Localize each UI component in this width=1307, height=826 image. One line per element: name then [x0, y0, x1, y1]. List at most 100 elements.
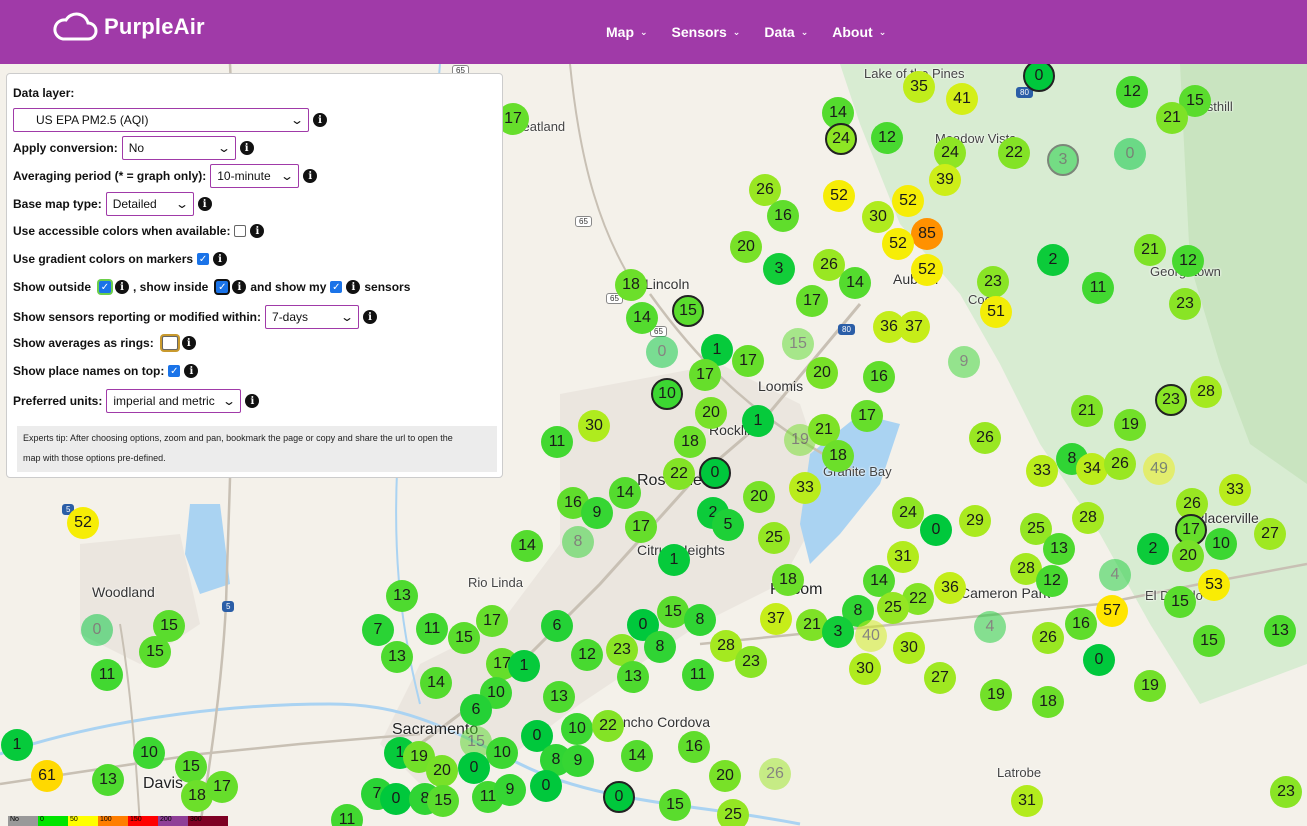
sensor-marker[interactable]: 19: [980, 679, 1012, 711]
sensor-marker[interactable]: 22: [663, 458, 695, 490]
sensor-marker[interactable]: 11: [91, 659, 123, 691]
nav-sensors[interactable]: Sensors ⌄: [672, 24, 741, 40]
averages-rings-checkbox[interactable]: [161, 336, 178, 350]
units-select[interactable]: imperial and metric ⌄: [106, 389, 242, 413]
sensor-marker[interactable]: 2: [1037, 244, 1069, 276]
sensor-marker[interactable]: 0: [380, 783, 412, 815]
sensor-marker[interactable]: 15: [657, 596, 689, 628]
sensor-marker[interactable]: 23: [606, 634, 638, 666]
sensor-marker[interactable]: 17: [732, 345, 764, 377]
sensor-marker[interactable]: 36: [934, 572, 966, 604]
sensor-marker[interactable]: 10: [133, 737, 165, 769]
sensor-marker[interactable]: 10: [1205, 528, 1237, 560]
sensor-marker[interactable]: 0: [1023, 64, 1055, 92]
sensor-marker[interactable]: 15: [427, 785, 459, 817]
sensor-marker[interactable]: 0: [530, 770, 562, 802]
sensor-marker[interactable]: 28: [1072, 502, 1104, 534]
sensor-marker[interactable]: 35: [903, 71, 935, 103]
sensor-marker[interactable]: 49: [1143, 453, 1175, 485]
sensor-marker[interactable]: 11: [331, 804, 363, 826]
sensor-marker[interactable]: 25: [877, 592, 909, 624]
sensor-marker[interactable]: 6: [541, 610, 573, 642]
sensor-marker[interactable]: 18: [674, 426, 706, 458]
sensor-marker[interactable]: 1: [742, 405, 774, 437]
sensor-marker[interactable]: 16: [863, 361, 895, 393]
sensor-marker[interactable]: 0: [646, 336, 678, 368]
brand-logo[interactable]: PurpleAir: [52, 10, 205, 44]
sensor-marker[interactable]: 18: [822, 440, 854, 472]
sensor-marker[interactable]: 0: [699, 457, 731, 489]
sensor-marker[interactable]: 33: [1219, 474, 1251, 506]
sensor-marker[interactable]: 14: [609, 477, 641, 509]
sensor-marker[interactable]: 13: [543, 681, 575, 713]
sensor-marker[interactable]: 13: [92, 764, 124, 796]
sensor-marker[interactable]: 14: [621, 740, 653, 772]
sensor-marker[interactable]: 57: [1096, 595, 1128, 627]
show-inside-checkbox[interactable]: ✓: [216, 281, 229, 293]
sensor-marker[interactable]: 25: [717, 799, 749, 826]
sensor-marker[interactable]: 22: [998, 137, 1030, 169]
sensor-marker[interactable]: 23: [1270, 776, 1302, 808]
sensor-marker[interactable]: 20: [1172, 540, 1204, 572]
sensor-marker[interactable]: 28: [1190, 376, 1222, 408]
sensor-marker[interactable]: 24: [892, 497, 924, 529]
sensor-marker[interactable]: 27: [924, 662, 956, 694]
sensor-marker[interactable]: 17: [689, 359, 721, 391]
sensor-marker[interactable]: 23: [1155, 384, 1187, 416]
sensor-marker[interactable]: 40: [855, 620, 887, 652]
sensor-marker[interactable]: 20: [695, 397, 727, 429]
sensor-marker[interactable]: 14: [511, 530, 543, 562]
accessible-colors-checkbox[interactable]: [234, 225, 247, 237]
sensor-marker[interactable]: 13: [1264, 615, 1296, 647]
sensor-marker[interactable]: 23: [735, 646, 767, 678]
info-icon[interactable]: i: [239, 141, 254, 155]
averaging-select[interactable]: 10-minute ⌄: [210, 164, 300, 188]
sensor-marker[interactable]: 15: [659, 789, 691, 821]
sensor-marker[interactable]: 15: [672, 295, 704, 327]
sensor-marker[interactable]: 3: [822, 616, 854, 648]
sensor-marker[interactable]: 9: [562, 745, 594, 777]
sensor-marker[interactable]: 10: [561, 713, 593, 745]
sensor-marker[interactable]: 30: [862, 201, 894, 233]
gradient-colors-checkbox[interactable]: ✓: [197, 253, 210, 265]
sensor-marker[interactable]: 16: [767, 200, 799, 232]
sensor-marker[interactable]: 13: [1043, 533, 1075, 565]
sensor-marker[interactable]: 26: [749, 174, 781, 206]
sensor-marker[interactable]: 2: [1137, 533, 1169, 565]
sensor-marker[interactable]: 61: [31, 760, 63, 792]
data-layer-select[interactable]: US EPA PM2.5 (AQI) ⌄: [13, 108, 309, 132]
sensor-marker[interactable]: 15: [153, 610, 185, 642]
sensor-marker[interactable]: 52: [823, 180, 855, 212]
sensor-marker[interactable]: 14: [863, 565, 895, 597]
sensor-marker[interactable]: 15: [448, 622, 480, 654]
sensor-marker[interactable]: 8: [684, 604, 716, 636]
sensor-marker[interactable]: 51: [980, 296, 1012, 328]
sensor-marker[interactable]: 9: [581, 497, 613, 529]
sensor-marker[interactable]: 52: [892, 185, 924, 217]
sensor-marker[interactable]: 26: [969, 422, 1001, 454]
sensor-marker[interactable]: 0: [1114, 138, 1146, 170]
sensor-marker[interactable]: 13: [617, 661, 649, 693]
sensor-marker[interactable]: 20: [709, 760, 741, 792]
sensor-marker[interactable]: 9: [494, 774, 526, 806]
sensor-marker[interactable]: 6: [460, 694, 492, 726]
sensor-marker[interactable]: 11: [416, 613, 448, 645]
sensor-marker[interactable]: 17: [851, 400, 883, 432]
info-icon[interactable]: i: [232, 280, 247, 294]
sensor-marker[interactable]: 21: [1156, 102, 1188, 134]
sensor-marker[interactable]: 19: [1134, 670, 1166, 702]
sensor-marker[interactable]: 15: [139, 636, 171, 668]
sensor-marker[interactable]: 4: [1099, 559, 1131, 591]
sensor-marker[interactable]: 22: [592, 710, 624, 742]
sensor-marker[interactable]: 0: [1083, 644, 1115, 676]
info-icon[interactable]: i: [313, 113, 327, 127]
sensor-marker[interactable]: 12: [1172, 245, 1204, 277]
sensor-marker[interactable]: 37: [760, 603, 792, 635]
sensor-marker[interactable]: 16: [678, 731, 710, 763]
sensor-marker[interactable]: 3: [763, 253, 795, 285]
sensor-marker[interactable]: 10: [651, 378, 683, 410]
sensor-marker[interactable]: 12: [1116, 76, 1148, 108]
sensor-marker[interactable]: 1: [508, 650, 540, 682]
info-icon[interactable]: i: [213, 252, 228, 266]
info-icon[interactable]: i: [115, 280, 129, 294]
